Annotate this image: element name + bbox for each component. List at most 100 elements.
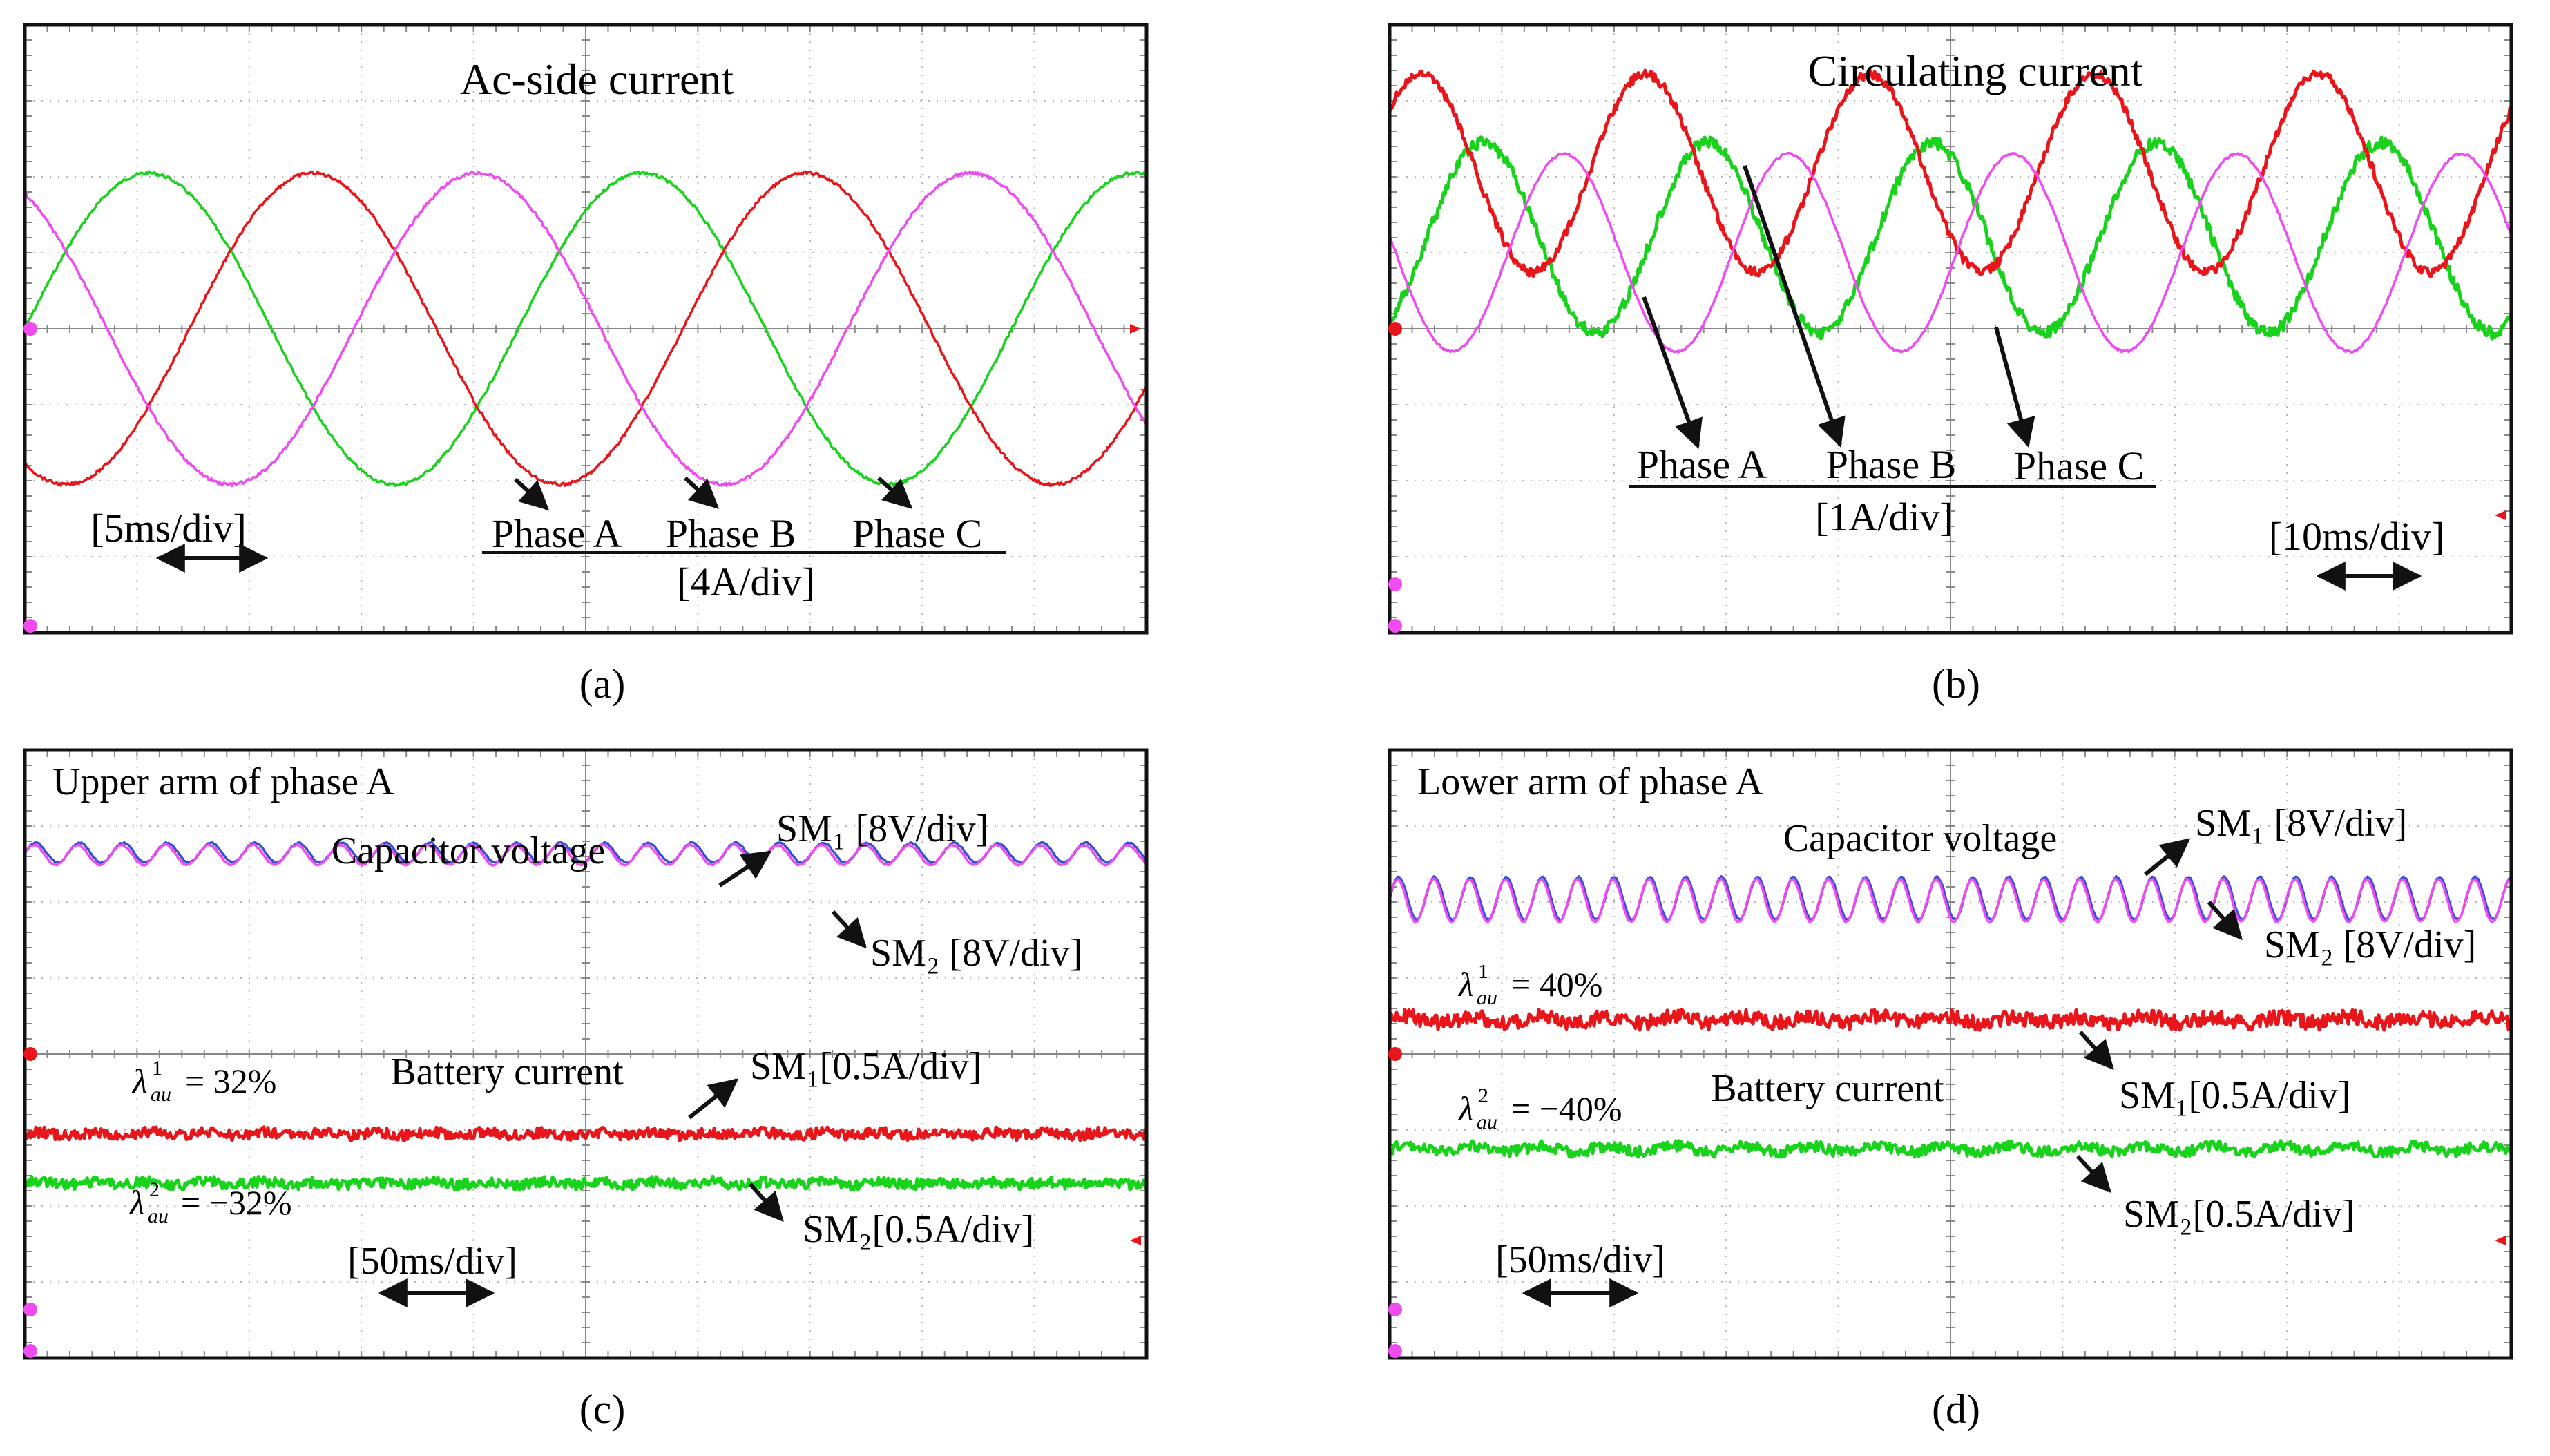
panel-c-lambda2-annotation: λ 2 au = −32% [128, 1178, 292, 1227]
panel-c-channel-marker [23, 1303, 37, 1316]
panel-c-lambda2-value: = −32% [181, 1183, 292, 1222]
panel-d-arrow-sm2-current [2076, 1154, 2111, 1194]
panel-c-trace-green [23, 1174, 1149, 1192]
panel-a-markers [23, 322, 1141, 633]
panel-c-arrow-sm1-voltage [718, 850, 772, 888]
panel-b-channel-marker [1388, 577, 1402, 591]
panel-a-label: (a) [579, 661, 626, 707]
panel-c-sm2-voltage-label: SM₂ [8V/div] [870, 932, 1082, 975]
panel-a-trace-green [23, 170, 1147, 488]
panel-b-trace-magenta [1388, 151, 2513, 354]
panel-d-channel-marker [1388, 1303, 1402, 1316]
panel-a-arrow-phase-a [513, 477, 550, 510]
panel-a-time-scale: [5ms/div] [90, 506, 247, 550]
panel-c-sm1-voltage-label: SM₁ [8V/div] [776, 807, 988, 850]
panel-a: Ac-side current Phase A Phase B Phase C … [23, 23, 1149, 635]
panel-b-label-phase-a: Phase A [1637, 442, 1767, 487]
panel-c-lambda1-value: = 32% [185, 1062, 276, 1100]
panel-c-trigger-marker [1130, 1236, 1141, 1245]
panel-a-trigger-marker [1130, 324, 1141, 334]
panel-d-trace-magenta [1388, 877, 2512, 924]
panel-c-traces [23, 841, 1149, 1192]
panel-a-label-phase-c: Phase C [852, 511, 983, 556]
panel-d-trigger-marker [2495, 1236, 2506, 1245]
panel-c-lambda2-sub: au [148, 1205, 169, 1227]
panel-c-arrow-sm2-current [748, 1182, 784, 1223]
panel-c-time-scale: [50ms/div] [347, 1240, 517, 1283]
panel-b-trace-red [1388, 68, 2513, 278]
panel-d-traces [1388, 874, 2513, 1159]
panel-c-channel-marker [23, 1344, 37, 1358]
panel-c-arrow-sm2-voltage [831, 910, 867, 949]
panel-a-trace-red [23, 170, 1148, 487]
panel-b-arrow-phase-a [1642, 296, 1703, 449]
panel-c-trace-red [23, 1125, 1148, 1142]
panel-b-arrow-phase-c [1994, 327, 2035, 448]
panel-a-arrow-phase-b [683, 476, 720, 509]
panel-c-channel-marker [23, 1047, 37, 1061]
panel-d-channel-marker [1388, 1047, 1402, 1061]
panel-d-sm1-current-label: SM₁[0.5A/div] [2119, 1074, 2350, 1117]
panel-c-sm1-current-label: SM₁[0.5A/div] [750, 1045, 981, 1088]
panel-d-capacitor-voltage-label: Capacitor voltage [1783, 817, 2058, 860]
panel-d: Lower arm of phase A Capacitor voltage S… [1388, 748, 2513, 1360]
panel-d-arrow-sm1-voltage [2144, 838, 2191, 877]
panel-c-markers [23, 1047, 1141, 1358]
panel-c-battery-current-label: Battery current [390, 1051, 624, 1093]
panel-d-lambda2-sub: au [1477, 1111, 1497, 1133]
panel-b-channel-marker [1388, 322, 1402, 336]
panel-d-lambda2-sup: 2 [1478, 1084, 1488, 1107]
panel-b-markers [1388, 322, 2506, 633]
panel-c-arrow-sm1-current [688, 1078, 739, 1120]
panel-b-arrow-phase-b [1743, 165, 1846, 448]
panel-b-title: Circulating current [1808, 46, 2142, 95]
panel-b-grid [1389, 24, 2511, 633]
panel-a-channel-marker [23, 322, 37, 336]
panel-d-sm1-voltage-label: SM₁ [8V/div] [2195, 802, 2407, 845]
panel-d-sm2-voltage-label: SM₂ [8V/div] [2264, 923, 2476, 966]
panel-c-label: (c) [579, 1386, 626, 1432]
panel-a-traces [23, 170, 1148, 488]
panel-b-traces [1388, 68, 2513, 354]
panel-c-lambda2-symbol: λ [128, 1183, 145, 1222]
panel-d-title: Lower arm of phase A [1417, 760, 1763, 803]
panel-a-label-phase-b: Phase B [666, 511, 796, 556]
panel-d-time-scale: [50ms/div] [1495, 1238, 1665, 1281]
panel-b-trace-green [1388, 135, 2513, 341]
panel-b-amp-scale: [1A/div] [1815, 495, 1953, 539]
panel-d-lambda2-symbol: λ [1457, 1089, 1474, 1128]
panel-d-trace-red [1388, 1007, 2513, 1032]
panel-b: Circulating current Phase A Phase B Phas… [1388, 23, 2513, 635]
panel-a-trace-magenta [23, 171, 1148, 488]
panel-c-lambda1-sup: 1 [152, 1057, 162, 1080]
panel-d-battery-current-label: Battery current [1711, 1067, 1944, 1110]
panel-c-lambda1-sub: au [151, 1083, 171, 1106]
panel-c-title: Upper arm of phase A [52, 760, 394, 803]
panel-c: Upper arm of phase A Capacitor voltage S… [23, 748, 1149, 1360]
panel-b-time-scale: [10ms/div] [2269, 514, 2445, 559]
panel-a-title: Ac-side current [460, 55, 734, 104]
panel-c-grid [24, 749, 1147, 1359]
panel-a-amp-scale: [4A/div] [677, 559, 815, 604]
panel-d-trace-green [1388, 1139, 2513, 1159]
panel-d-lambda1-symbol: λ [1457, 965, 1474, 1004]
panel-d-lambda2-value: = −40% [1511, 1089, 1622, 1128]
panel-b-channel-marker [1388, 619, 1402, 633]
panel-d-lambda1-value: = 40% [1511, 965, 1602, 1004]
panel-c-lambda2-sup: 2 [149, 1178, 160, 1201]
panel-d-channel-marker [1388, 1344, 1402, 1358]
panel-d-label: (d) [1932, 1386, 1980, 1432]
panel-b-label: (b) [1932, 661, 1980, 707]
panel-c-sm2-current-label: SM₂[0.5A/div] [803, 1208, 1034, 1251]
panel-d-arrow-sm1-current [2078, 1031, 2114, 1071]
panel-c-lambda1-symbol: λ [131, 1062, 148, 1100]
panel-d-lambda1-annotation: λ 1 au = 40% [1457, 960, 1602, 1009]
panel-b-trigger-marker [2495, 510, 2506, 520]
panel-d-arrow-sm2-voltage [2207, 901, 2243, 941]
panel-d-lambda1-sub: au [1477, 986, 1497, 1009]
panel-d-markers [1388, 1047, 2506, 1358]
panel-c-lambda1-annotation: λ 1 au = 32% [131, 1057, 276, 1106]
panel-a-label-phase-a: Phase A [492, 511, 622, 556]
panel-d-lambda2-annotation: λ 2 au = −40% [1457, 1084, 1622, 1133]
